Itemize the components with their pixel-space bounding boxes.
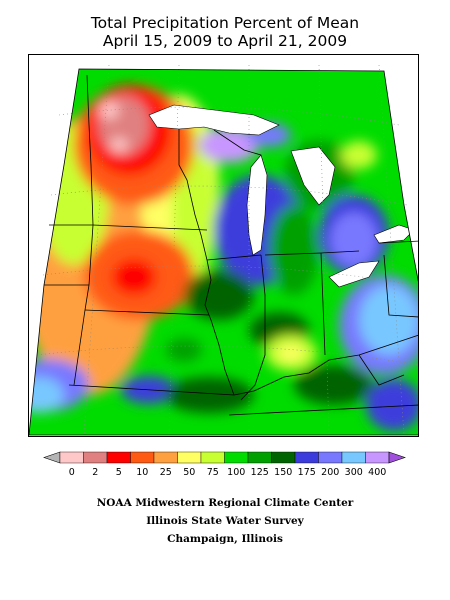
map-date-range: April 15, 2009 to April 21, 2009 xyxy=(102,32,348,50)
legend-tick-label: 100 xyxy=(227,467,245,478)
legend-tick-label: 300 xyxy=(345,467,363,478)
legend-tick-label: 10 xyxy=(136,467,148,478)
credit-noaa: NOAA Midwestern Regional Climate Center xyxy=(96,497,354,509)
legend-tick-label: 125 xyxy=(251,467,269,478)
legend-arrow-low xyxy=(43,451,61,464)
legend-tick-label: 0 xyxy=(69,467,75,478)
legend-tick-label: 50 xyxy=(183,467,195,478)
legend-tick-label: 25 xyxy=(160,467,172,478)
map-title: Total Precipitation Percent of Mean xyxy=(90,14,360,32)
legend-swatch xyxy=(83,451,108,464)
legend-swatch xyxy=(59,451,84,464)
color-legend: 0 2 5 10 25 50 75 100 125 150 175 200 300 400 xyxy=(40,450,410,480)
legend-swatch xyxy=(294,451,319,464)
outside-domain xyxy=(29,55,418,435)
legend-swatch xyxy=(224,451,249,464)
legend-swatch xyxy=(271,451,296,464)
legend-tick-label: 200 xyxy=(321,467,339,478)
legend-tick-label: 150 xyxy=(274,467,292,478)
credit-isws: Illinois State Water Survey xyxy=(146,515,304,527)
legend-tick-label: 5 xyxy=(116,467,122,478)
legend-tick-label: 75 xyxy=(207,467,219,478)
legend-tick-label: 175 xyxy=(298,467,316,478)
legend-swatch xyxy=(200,451,225,464)
state-boundaries xyxy=(29,68,418,436)
legend-tick-label: 400 xyxy=(368,467,386,478)
legend-swatch xyxy=(106,451,131,464)
legend-swatch xyxy=(247,451,272,464)
great-lakes xyxy=(148,104,415,288)
legend-swatch xyxy=(153,451,178,464)
legend-swatch xyxy=(365,451,390,464)
legend-swatch xyxy=(130,451,155,464)
credit-location: Champaign, Illinois xyxy=(167,533,283,545)
legend-swatch xyxy=(318,451,343,464)
graticule xyxy=(36,64,418,436)
legend-swatch xyxy=(341,451,366,464)
legend-arrow-high xyxy=(388,451,406,464)
legend-tick-label: 2 xyxy=(92,467,98,478)
precipitation-map xyxy=(28,54,419,437)
legend-swatch xyxy=(177,451,202,464)
